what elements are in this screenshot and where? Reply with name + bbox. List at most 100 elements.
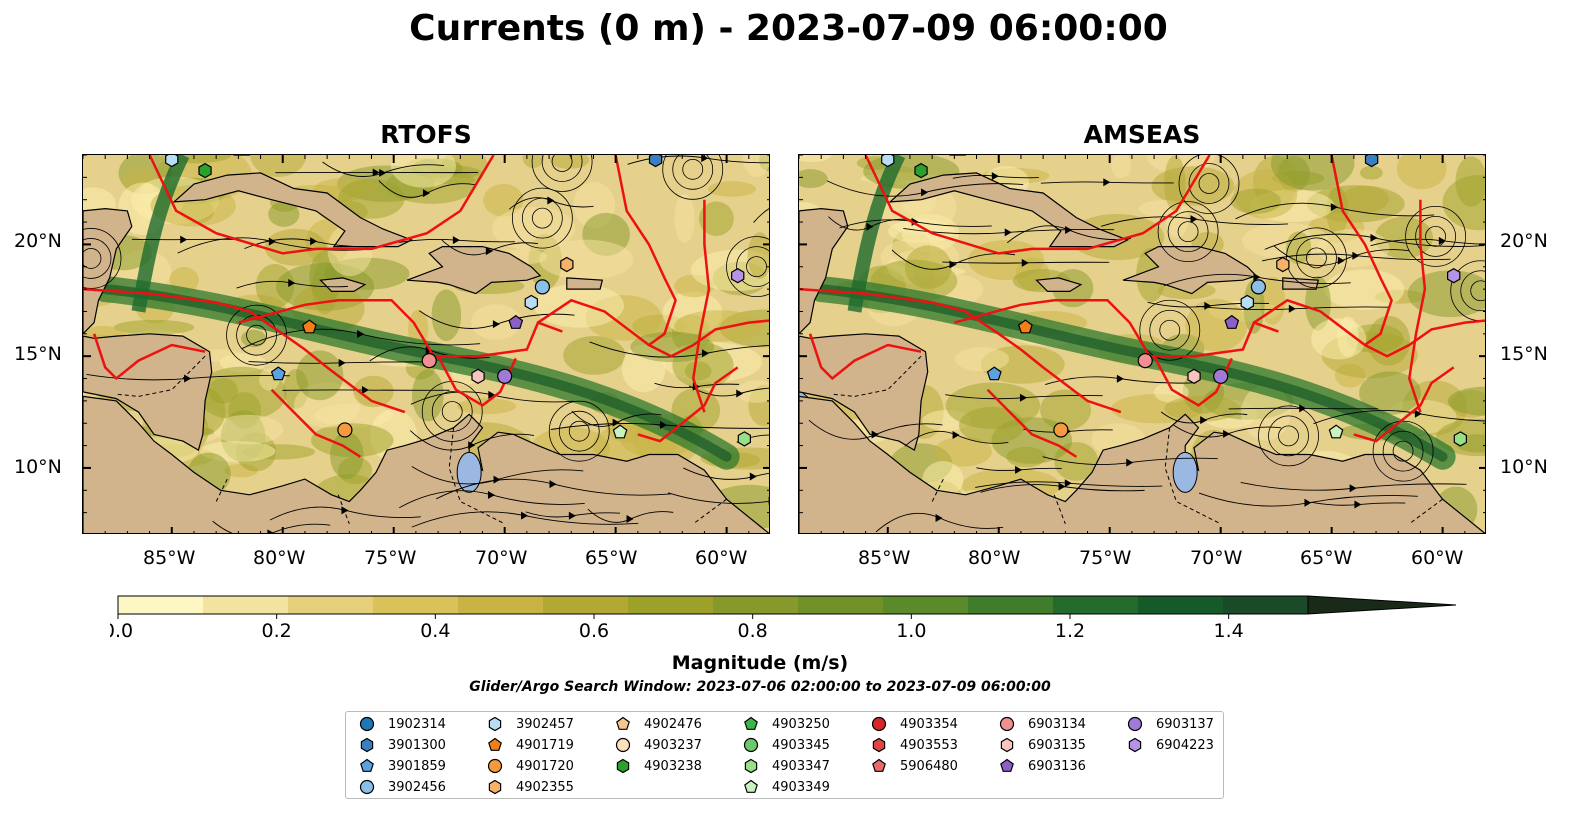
float-marker xyxy=(986,366,1002,381)
lat-label-right: 15°N xyxy=(1500,343,1548,365)
eez-boundary xyxy=(864,155,1211,255)
circle-marker xyxy=(359,779,375,795)
circle-marker xyxy=(615,737,631,753)
legend-label: 5906480 xyxy=(900,758,958,774)
pentagon-marker-icon xyxy=(1000,758,1014,772)
float-marker xyxy=(1213,368,1229,384)
panel-title-amseas: AMSEAS xyxy=(1083,120,1201,149)
streamline xyxy=(667,492,769,504)
circle-marker-icon xyxy=(615,737,631,753)
hexagon-marker xyxy=(744,758,758,774)
legend-label: 6903135 xyxy=(1028,737,1086,753)
legend-entry: 6903137 xyxy=(1124,714,1214,734)
colorbar-tick-label: 1.0 xyxy=(896,620,926,642)
float-marker xyxy=(737,431,751,447)
legend-label: 6903137 xyxy=(1156,716,1214,732)
legend-entry: 4902476 xyxy=(612,714,702,734)
streamline xyxy=(753,208,769,223)
hexagon-marker xyxy=(616,758,630,774)
circle-marker-icon xyxy=(999,716,1015,732)
circle-marker xyxy=(999,716,1015,732)
circle-marker xyxy=(359,716,375,732)
eez-boundary xyxy=(1353,366,1455,443)
colorbar-tick-label: 0.4 xyxy=(420,620,450,642)
legend-label: 3901300 xyxy=(388,737,446,753)
pentagon-marker xyxy=(744,779,758,793)
pentagon-marker-icon xyxy=(360,758,374,772)
legend-entry: 4903345 xyxy=(740,735,830,755)
legend-label: 4903238 xyxy=(644,758,702,774)
legend-label: 4903349 xyxy=(772,779,830,795)
eez-boundary xyxy=(799,287,1122,414)
pentagon-marker xyxy=(1000,758,1014,772)
hexagon-marker-icon xyxy=(1128,737,1142,753)
pentagon-marker xyxy=(872,758,886,772)
legend-entry: 3901859 xyxy=(356,756,446,776)
land xyxy=(319,277,367,292)
hexagon-marker-icon xyxy=(616,758,630,774)
float-marker xyxy=(1187,368,1201,384)
circle-marker-icon xyxy=(359,779,375,795)
legend-entry: 4901720 xyxy=(484,756,574,776)
lon-label: 75°W xyxy=(364,547,417,569)
pentagon-marker-icon xyxy=(744,716,758,730)
hexagon-marker xyxy=(1128,737,1142,753)
streamline xyxy=(212,520,331,533)
lon-label: 75°W xyxy=(1079,547,1132,569)
legend-label: 4903345 xyxy=(772,737,830,753)
land xyxy=(83,207,133,335)
pentagon-marker xyxy=(488,737,502,751)
circle-marker-icon xyxy=(487,758,503,774)
lon-label: 60°W xyxy=(1411,547,1464,569)
eez-boundary xyxy=(270,388,362,458)
legend-entry: 4903347 xyxy=(740,756,830,776)
eez-boundary xyxy=(1330,155,1393,347)
eez-boundary xyxy=(637,366,739,443)
land xyxy=(83,333,213,452)
eez-boundary xyxy=(1253,298,1485,358)
legend-label: 3901859 xyxy=(388,758,446,774)
circle-marker xyxy=(1127,716,1143,732)
circle-marker xyxy=(487,758,503,774)
colorbar-tick-label: 0.8 xyxy=(738,620,768,642)
land xyxy=(799,207,849,335)
legend-entry: 3901300 xyxy=(356,735,446,755)
eez-boundary xyxy=(808,333,922,381)
pentagon-marker xyxy=(360,758,374,772)
eez-boundary xyxy=(954,299,1279,358)
legend-entry: 4903354 xyxy=(868,714,958,734)
hexagon-marker xyxy=(360,737,374,753)
lon-label: 80°W xyxy=(968,547,1021,569)
legend-entry: 4903237 xyxy=(612,735,702,755)
search-window-subtitle: Glider/Argo Search Window: 2023-07-06 02… xyxy=(469,679,1051,695)
colorbar-title: Magnitude (m/s) xyxy=(671,652,849,674)
legend-label: 6904223 xyxy=(1156,737,1214,753)
eez-boundary xyxy=(83,287,406,414)
colorbar-tick-label: 1.4 xyxy=(1214,620,1244,642)
map-panel-amseas[interactable] xyxy=(798,154,1486,534)
streamline xyxy=(1321,532,1322,533)
lon-label: 70°W xyxy=(475,547,528,569)
lat-label-right: 10°N xyxy=(1500,456,1548,478)
legend-label: 4903347 xyxy=(772,758,830,774)
eez-boundary xyxy=(1408,199,1427,413)
circle-marker-icon xyxy=(359,716,375,732)
legend-label: 6903134 xyxy=(1028,716,1086,732)
float-marker xyxy=(1328,424,1344,439)
lon-label: 70°W xyxy=(1190,547,1243,569)
float-marker xyxy=(1250,279,1267,295)
hexagon-marker-icon xyxy=(872,737,886,753)
land xyxy=(799,395,1485,533)
float-marker xyxy=(1276,256,1290,273)
legend-entry: 6903135 xyxy=(996,735,1086,755)
float-marker xyxy=(508,314,524,329)
float-marker xyxy=(1453,431,1467,447)
map-panel-rtofs[interactable] xyxy=(82,154,770,534)
float-marker xyxy=(471,368,485,384)
eez-boundary xyxy=(614,155,677,347)
float-marker xyxy=(1447,268,1461,284)
legend-label: 4902476 xyxy=(644,716,702,732)
hexagon-marker xyxy=(488,716,502,732)
legend-entry: 5906480 xyxy=(868,756,958,776)
float-marker xyxy=(1137,353,1153,369)
